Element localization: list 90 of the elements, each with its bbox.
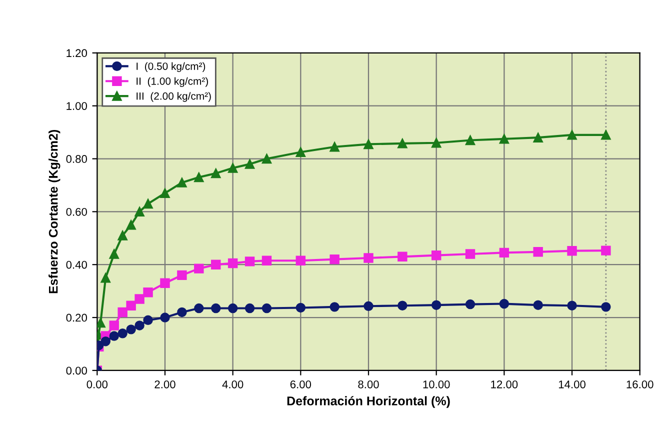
- point: [244, 303, 255, 314]
- point: [100, 336, 110, 346]
- point: [499, 298, 510, 309]
- point: [398, 138, 408, 148]
- point: [567, 246, 577, 256]
- point: [134, 206, 144, 217]
- point: [134, 294, 144, 304]
- point: [97, 318, 106, 328]
- point: [398, 300, 408, 310]
- point: [160, 278, 170, 288]
- x-tick-label: 8.00: [358, 380, 379, 388]
- point: [118, 307, 128, 318]
- point: [465, 249, 476, 259]
- x-tick-label: 2.00: [154, 380, 176, 388]
- point: [330, 254, 340, 264]
- x-axis-title: Deformación Horizontal (%): [287, 396, 450, 408]
- legend-label: III (2.00 kg/cm²): [136, 92, 211, 102]
- x-tick-label: 14.00: [558, 380, 586, 388]
- legend-label: I (0.50 kg/cm²): [136, 62, 206, 72]
- point: [601, 130, 611, 140]
- point: [499, 134, 510, 144]
- point: [364, 139, 374, 150]
- point: [194, 172, 204, 182]
- point: [160, 312, 170, 322]
- point: [160, 188, 170, 198]
- point: [364, 253, 374, 263]
- point: [109, 320, 119, 330]
- point: [194, 264, 204, 274]
- point: [431, 250, 442, 260]
- point: [228, 303, 238, 314]
- y-tick-label: 0.40: [66, 260, 87, 269]
- point: [244, 159, 255, 169]
- y-axis-title: Esfuerzo Cortante (Kg/cm2): [48, 130, 60, 294]
- point: [431, 300, 442, 310]
- point: [118, 328, 128, 338]
- point: [398, 252, 408, 262]
- point: [465, 135, 476, 146]
- point: [465, 299, 476, 310]
- point: [244, 256, 255, 266]
- point: [601, 302, 611, 312]
- point: [567, 130, 577, 140]
- point: [211, 260, 221, 270]
- point: [109, 331, 119, 341]
- x-tick-label: 16.00: [626, 380, 654, 388]
- point: [228, 258, 238, 268]
- y-tick-label: 0.60: [66, 208, 87, 216]
- point: [126, 300, 136, 310]
- point: [567, 300, 577, 310]
- y-tick-label: 0.80: [66, 155, 87, 163]
- point: [296, 256, 306, 266]
- point: [262, 154, 272, 164]
- point: [143, 198, 153, 209]
- point: [118, 230, 128, 240]
- point: [134, 320, 144, 330]
- point: [296, 147, 306, 158]
- x-tick-label: 12.00: [491, 380, 518, 388]
- point: [364, 301, 374, 312]
- point: [211, 168, 221, 178]
- x-tick-label: 6.00: [290, 380, 312, 388]
- point: [499, 248, 510, 258]
- point: [533, 247, 543, 257]
- y-tick-label: 1.20: [66, 49, 87, 58]
- x-tick-label: 4.00: [222, 380, 244, 388]
- point: [601, 246, 611, 256]
- point: [431, 138, 442, 148]
- point: [194, 303, 204, 314]
- point: [262, 256, 272, 266]
- point: [143, 288, 153, 298]
- x-tick-label: 0.00: [86, 380, 108, 388]
- point: [296, 302, 306, 313]
- point: [177, 270, 187, 280]
- y-tick-label: 1.00: [66, 102, 87, 110]
- point: [126, 220, 136, 230]
- point: [126, 324, 136, 334]
- y-tick-label: 0.20: [66, 314, 87, 322]
- x-tick-label: 10.00: [423, 380, 450, 388]
- point: [177, 307, 187, 318]
- point: [177, 178, 187, 188]
- point: [211, 303, 221, 314]
- legend-label: II (1.00 kg/cm²): [136, 77, 208, 87]
- point: [109, 249, 119, 259]
- point: [330, 302, 340, 312]
- point: [262, 303, 272, 314]
- point: [143, 315, 153, 326]
- point: [228, 163, 238, 173]
- point: [330, 142, 340, 152]
- point: [533, 300, 543, 310]
- point: [100, 272, 110, 283]
- y-tick-label: 0.00: [66, 366, 87, 375]
- point: [533, 132, 543, 142]
